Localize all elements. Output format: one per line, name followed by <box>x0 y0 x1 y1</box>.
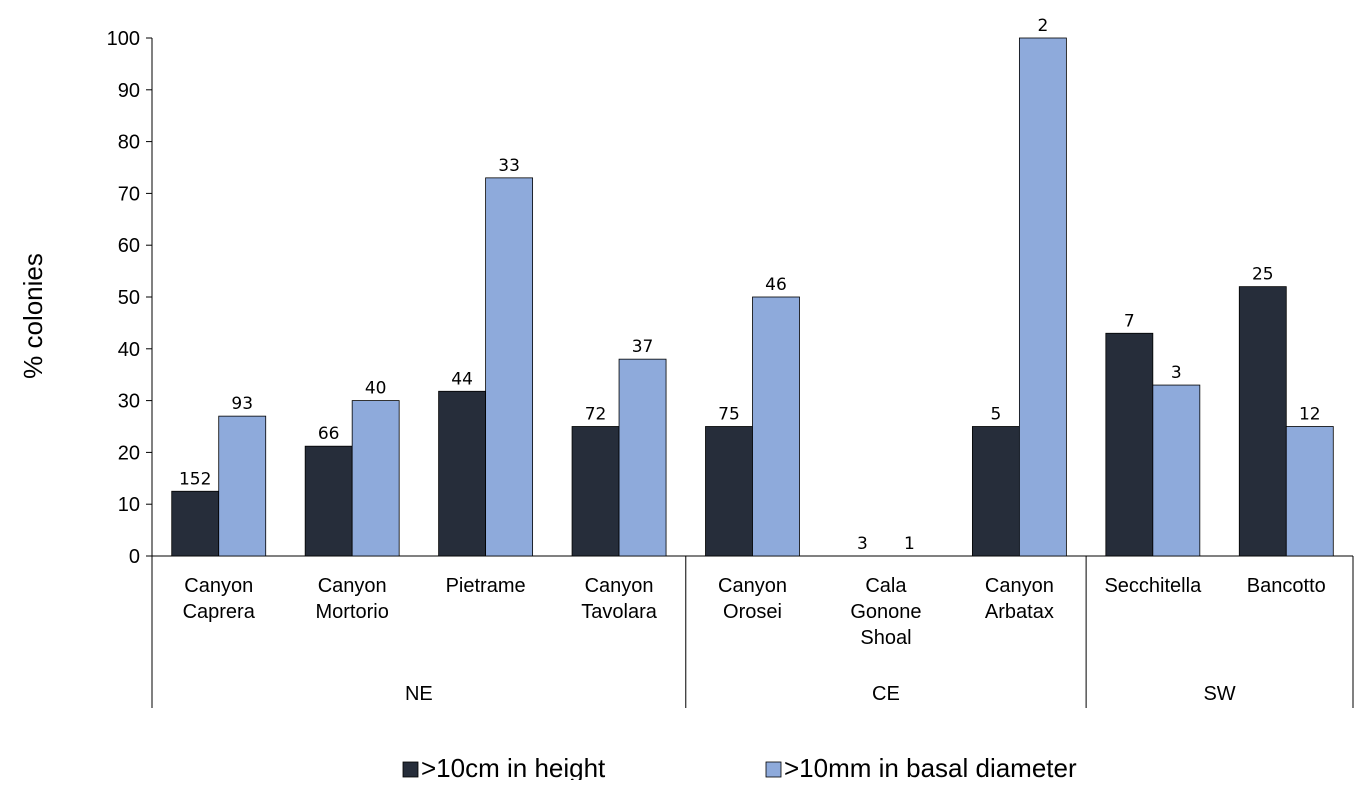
category-label: Orosei <box>723 601 782 623</box>
y-tick-label: 80 <box>118 132 140 154</box>
group-label: NE <box>405 683 433 705</box>
legend-swatch <box>402 761 419 778</box>
group-label: SW <box>1203 683 1235 705</box>
legend-label: >10cm in height <box>421 753 606 780</box>
bar <box>571 426 620 557</box>
category-label: Pietrame <box>446 575 526 597</box>
category-label: Arbatax <box>985 601 1054 623</box>
data-label: 93 <box>231 394 253 414</box>
data-label: 3 <box>857 534 868 554</box>
y-tick-label: 0 <box>129 546 140 568</box>
data-label: 66 <box>318 424 340 444</box>
category-label: Canyon <box>318 575 387 597</box>
category-label: Cala <box>865 575 907 597</box>
data-label: 44 <box>451 369 473 389</box>
category-label: Canyon <box>718 575 787 597</box>
bar <box>1238 286 1287 557</box>
y-tick-label: 70 <box>118 183 140 205</box>
bar <box>705 426 753 557</box>
bar <box>752 296 800 557</box>
bar <box>218 415 267 557</box>
legend-swatch <box>765 761 782 778</box>
data-label: 75 <box>718 405 740 425</box>
data-label: 25 <box>1252 265 1274 285</box>
data-label: 1 <box>904 534 915 554</box>
data-label: 7 <box>1124 311 1135 331</box>
y-tick-label: 10 <box>118 494 140 516</box>
legend-label: >10mm in basal diameter <box>784 753 1077 780</box>
data-label: 152 <box>179 469 211 489</box>
category-label: Shoal <box>860 627 911 649</box>
data-label: 37 <box>632 337 654 357</box>
axes: 0 10 20 30 40 50 60 70 80 90 100 Canyon Caprera Canyo… <box>107 28 1354 708</box>
data-label: 5 <box>990 405 1001 425</box>
y-tick-label: 30 <box>118 391 140 413</box>
bar <box>971 426 1020 557</box>
category-label: Canyon <box>184 575 253 597</box>
bar <box>1105 332 1154 557</box>
bar <box>351 400 400 557</box>
group-label: CE <box>872 683 900 705</box>
y-tick-label: 90 <box>118 80 140 102</box>
bar <box>1152 384 1201 557</box>
bar <box>1018 37 1067 557</box>
category-label: Caprera <box>183 601 256 623</box>
bar <box>171 490 220 557</box>
data-label: 72 <box>585 405 607 425</box>
category-label: Secchitella <box>1104 575 1202 597</box>
data-label: 2 <box>1037 16 1048 36</box>
bar <box>1285 426 1334 557</box>
bar <box>485 177 534 557</box>
data-label: 12 <box>1299 405 1321 425</box>
category-label: Canyon <box>985 575 1054 597</box>
y-tick-label: 50 <box>118 287 140 309</box>
y-tick-label: 40 <box>118 339 140 361</box>
category-label: Gonone <box>850 601 921 623</box>
bar <box>304 445 353 557</box>
category-label: Canyon <box>585 575 654 597</box>
data-label: 3 <box>1171 363 1182 383</box>
legend: >10cm in height >10mm in basal diameter <box>402 753 1077 783</box>
data-label: 46 <box>765 275 787 295</box>
category-label: Mortorio <box>315 601 388 623</box>
data-label: 40 <box>365 379 387 399</box>
category-label: Tavolara <box>581 601 657 623</box>
y-tick-label: 20 <box>118 442 140 464</box>
bar <box>618 358 667 557</box>
category-label: Bancotto <box>1247 575 1326 597</box>
y-tick-label: 60 <box>118 235 140 257</box>
data-label: 33 <box>498 156 520 176</box>
y-axis-label: % colonies <box>18 253 48 379</box>
bar <box>438 390 487 557</box>
y-tick-label: 100 <box>107 28 140 50</box>
